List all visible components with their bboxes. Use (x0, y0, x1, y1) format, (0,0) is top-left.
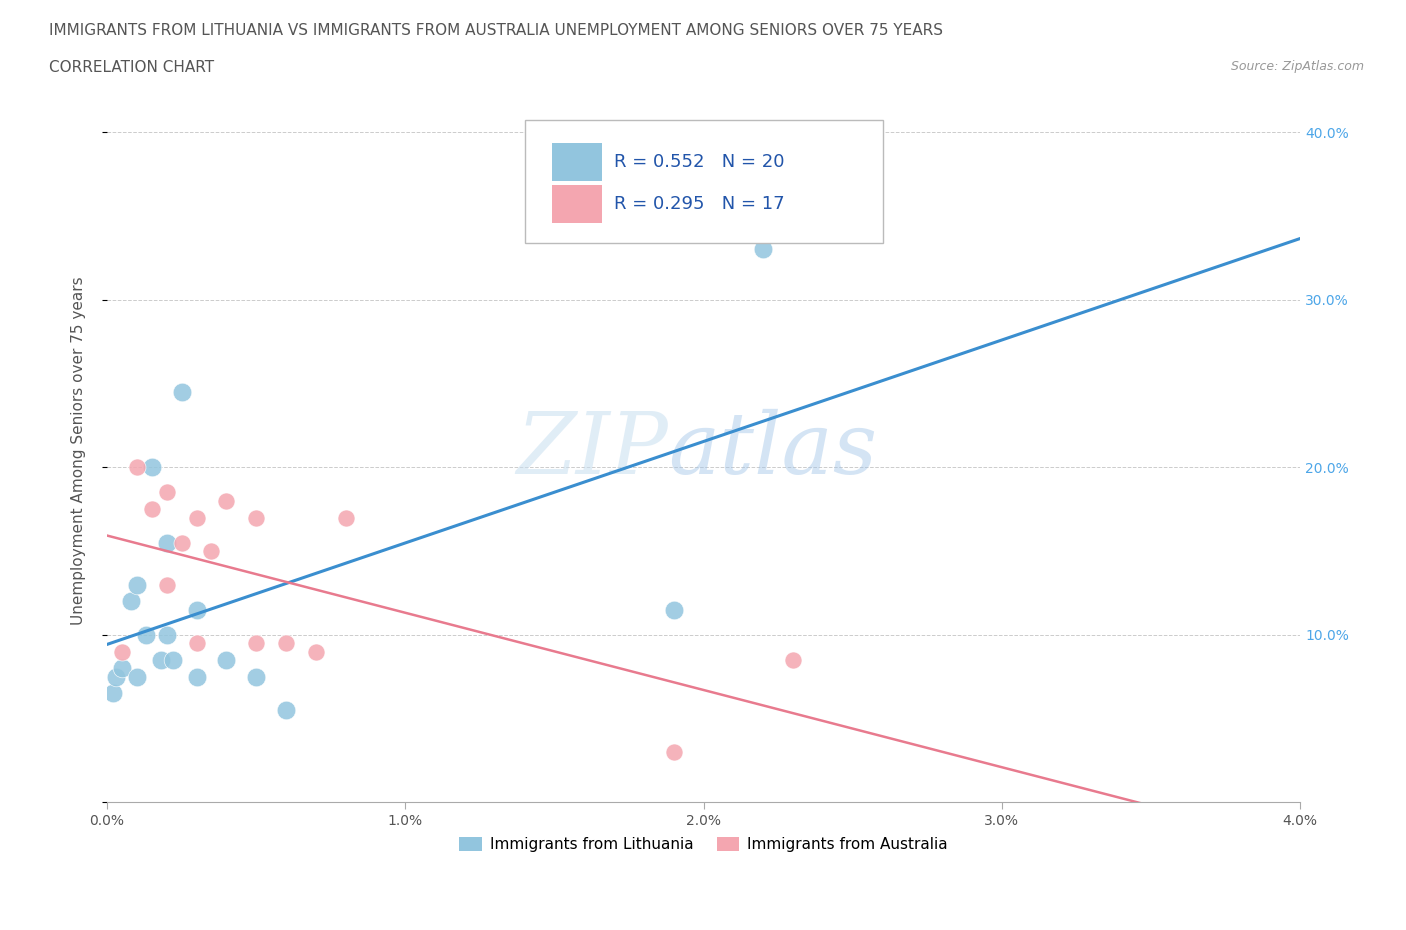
Point (215, 494, 238, 509)
Point (101, 686, 124, 701)
Point (135, 628, 157, 643)
Point (141, 459, 163, 474)
Point (125, 578, 148, 592)
Point (245, 511, 267, 525)
Point (170, 536, 193, 551)
Text: Source: ZipAtlas.com: Source: ZipAtlas.com (1230, 60, 1364, 73)
Point (245, 636, 267, 651)
Point (274, 636, 297, 651)
FancyBboxPatch shape (553, 143, 602, 181)
Point (156, 536, 179, 551)
Point (120, 594, 142, 609)
Point (141, 502, 163, 517)
Point (782, 653, 804, 668)
Point (162, 653, 184, 668)
Point (156, 628, 179, 643)
Point (125, 459, 148, 474)
Text: IMMIGRANTS FROM LITHUANIA VS IMMIGRANTS FROM AUSTRALIA UNEMPLOYMENT AMONG SENIOR: IMMIGRANTS FROM LITHUANIA VS IMMIGRANTS … (49, 23, 943, 38)
Point (335, 511, 357, 525)
Point (186, 670, 208, 684)
Point (662, 745, 685, 760)
FancyBboxPatch shape (524, 120, 883, 243)
Point (149, 653, 172, 668)
Text: CORRELATION CHART: CORRELATION CHART (49, 60, 214, 75)
Point (111, 661, 134, 676)
Point (186, 603, 208, 618)
Text: R = 0.552   N = 20: R = 0.552 N = 20 (614, 153, 785, 171)
FancyBboxPatch shape (553, 185, 602, 223)
Point (752, 242, 775, 257)
Legend: Immigrants from Lithuania, Immigrants from Australia: Immigrants from Lithuania, Immigrants fr… (453, 830, 953, 858)
Point (245, 670, 267, 684)
Point (170, 384, 193, 399)
Point (186, 636, 208, 651)
Y-axis label: Unemployment Among Seniors over 75 years: Unemployment Among Seniors over 75 years (72, 276, 86, 625)
Point (274, 703, 297, 718)
Point (662, 603, 685, 618)
Point (125, 670, 148, 684)
Point (215, 653, 238, 668)
Point (105, 670, 128, 684)
Text: ZIP: ZIP (516, 409, 668, 492)
Point (186, 511, 208, 525)
Text: atlas: atlas (668, 409, 877, 492)
Point (200, 544, 222, 559)
Point (111, 644, 134, 659)
Point (305, 644, 328, 659)
Point (156, 578, 179, 592)
Point (156, 485, 179, 499)
Text: R = 0.295   N = 17: R = 0.295 N = 17 (614, 195, 785, 213)
